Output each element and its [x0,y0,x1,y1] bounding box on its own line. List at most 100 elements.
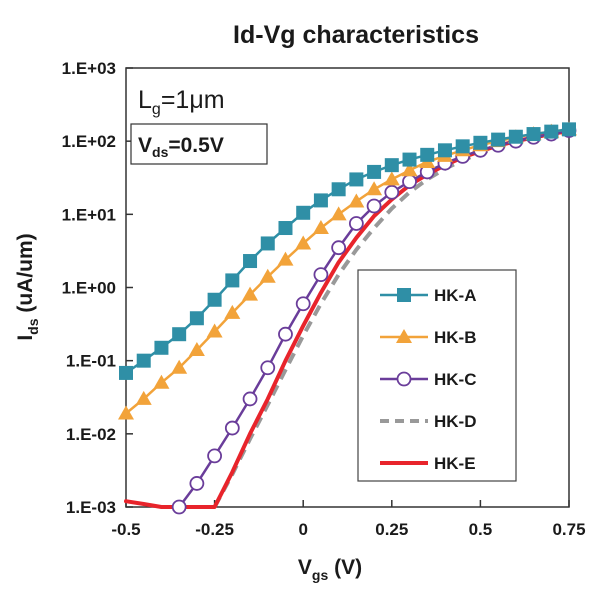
legend-item-hk-d: HK-D [380,412,477,431]
y-axis-ticks: 1.E-03 1.E-02 1.E-01 1.E+00 1.E+01 1.E+02 1.E+… [62,59,133,517]
y-tick-label: 1.E+01 [62,205,116,224]
x-axis-label-unit: (V) [328,556,362,579]
data-point-hk-b [295,235,312,250]
y-tick-label: 1.E+02 [62,132,116,151]
lg-annotation: Lg=1μm [138,86,225,118]
data-point-hk-a [119,365,133,380]
data-point-hk-a [384,158,399,173]
data-point-hk-a [544,124,559,139]
data-point-hk-b [312,220,329,235]
data-point-hk-a [402,152,417,167]
data-point-hk-b [171,359,188,374]
data-point-hk-a [225,273,240,288]
data-point-hk-b [153,374,170,389]
data-point-hk-a [207,292,222,307]
data-point-hk-b [135,390,152,405]
data-point-hk-a [296,205,311,220]
data-point-hk-c [278,326,293,342]
data-point-hk-c [295,296,311,312]
y-tick-label: 1.E-02 [66,425,116,444]
data-point-hk-c [189,476,205,491]
y-axis-label: Ids (uA/um) [14,233,41,340]
data-point-hk-c [171,499,187,515]
legend-item-hk-e: HK-E [380,454,476,473]
x-tick-label: 0.25 [375,520,408,539]
data-point-hk-b [188,341,205,356]
data-point-hk-a [562,122,576,137]
data-point-hk-b [330,206,347,221]
data-point-hk-b [224,304,241,319]
data-point-hk-b [206,323,223,338]
lg-annotation-rest: =1μm [161,86,225,114]
legend-label: HK-A [434,286,477,305]
data-point-hk-a [420,147,435,162]
x-tick-label: 0.75 [552,520,585,539]
data-point-hk-c [384,184,400,200]
x-tick-label: -0.25 [195,520,234,539]
data-point-hk-a [331,182,346,197]
legend-item-hk-b: HK-B [380,328,477,347]
data-point-hk-b [259,268,276,283]
legend-marker [397,288,411,302]
vds-annotation-sub: ds [152,144,169,160]
x-tick-label: 0 [298,520,307,539]
data-point-hk-c [207,448,223,464]
data-point-hk-a [455,139,470,154]
chart-title: Id-Vg characteristics [233,21,479,49]
legend-label: HK-E [434,454,476,473]
data-point-hk-c [224,420,240,436]
x-axis-label-sub: gs [312,567,329,583]
vds-annotation-main: V [138,134,152,157]
lg-annotation-sub: g [152,101,161,118]
data-point-hk-b [277,251,294,266]
data-point-hk-a [437,143,452,158]
y-tick-label: 1.E+00 [62,279,116,298]
data-point-hk-a [526,127,541,142]
series-layer [118,121,577,515]
legend-label: HK-D [434,412,477,431]
data-point-hk-a [313,193,328,208]
legend: HK-A HK-B HK-C HK-D HK-E [380,286,477,473]
legend-item-hk-c: HK-C [380,370,477,389]
x-tick-label: -0.5 [111,520,140,539]
legend-box [357,269,517,482]
x-axis-label: Vgs (V) [298,556,362,583]
data-point-hk-a [260,236,275,251]
data-point-hk-a [154,340,169,355]
data-point-hk-b [383,171,400,186]
y-axis-label-main: I [14,335,37,341]
y-axis-label-unit: (uA/um) [14,233,37,318]
vds-annotation: Vds=0.5V [138,134,224,160]
legend-marker [396,371,412,387]
data-point-hk-a [172,327,187,342]
legend-label: HK-C [434,370,477,389]
data-point-hk-a [367,164,382,179]
vds-box [130,123,268,165]
data-point-hk-c [402,174,417,190]
x-axis-ticks: -0.5 -0.25 0 0.25 0.5 0.75 [111,500,586,539]
data-point-hk-b [348,193,365,208]
series-hk-d [212,129,570,508]
data-point-hk-a [243,254,258,269]
lg-annotation-main: L [138,86,152,114]
data-point-hk-b [118,405,134,420]
data-point-hk-a [136,353,151,368]
series-line-hk-d [212,129,570,508]
y-axis-label-sub: ds [25,318,41,335]
vds-annotation-rest: =0.5V [168,134,223,157]
y-tick-label: 1.E-01 [66,352,116,371]
series-hk-a [119,122,576,380]
y-tick-label: 1.E-03 [66,498,116,517]
data-point-hk-b [366,181,383,196]
data-point-hk-a [508,129,523,144]
data-point-hk-a [349,172,364,187]
legend-item-hk-a: HK-A [380,286,477,305]
data-point-hk-c [348,216,364,231]
data-point-hk-c [366,198,382,214]
data-point-hk-c [260,360,276,376]
data-point-hk-a [491,132,506,147]
data-point-hk-a [189,311,204,326]
y-tick-label: 1.E+03 [62,59,116,78]
legend-marker [396,329,412,343]
